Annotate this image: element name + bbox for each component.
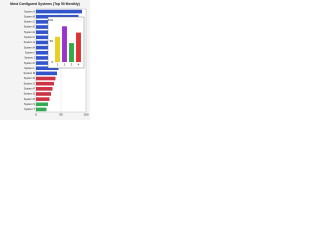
- bar: [36, 81, 54, 86]
- bar: [36, 76, 56, 81]
- y-tick-label: 100: [48, 18, 53, 22]
- x-tick-label: 1: [57, 62, 59, 66]
- y-tick-label: System S: [24, 102, 35, 106]
- y-tick-label: System J: [24, 56, 35, 60]
- x-tick-label: 0: [35, 112, 37, 116]
- y-tick-label: System P: [24, 87, 35, 91]
- y-tick-label: System F: [24, 35, 35, 39]
- bar: [36, 97, 50, 101]
- x-tick-label: 50: [59, 112, 63, 116]
- bar: [55, 36, 60, 62]
- bar: [36, 71, 57, 76]
- y-tick-label: System K: [24, 61, 35, 65]
- x-tick-label: 2: [64, 62, 66, 66]
- bar: [36, 9, 82, 14]
- x-tick-label: 3: [71, 62, 73, 66]
- bar: [36, 66, 59, 71]
- bar: [36, 107, 47, 112]
- y-tick-label: System N: [24, 76, 35, 80]
- y-tick-label: System A: [24, 9, 35, 13]
- chart: Most Configured Systems (Top 50 Monthly)…: [0, 0, 90, 120]
- y-tick-label: System C: [24, 20, 35, 24]
- bar: [36, 102, 48, 107]
- y-tick-label: 50: [50, 39, 54, 43]
- y-tick-label: System Q: [24, 92, 35, 96]
- bar: [36, 14, 79, 19]
- y-tick-label: System M: [23, 71, 35, 75]
- y-tick-label: System R: [24, 97, 35, 101]
- bar: [76, 32, 81, 62]
- y-tick-label: System B: [24, 14, 35, 18]
- y-tick-label: System I: [25, 50, 35, 54]
- y-tick-label: 0: [51, 60, 53, 64]
- x-tick-label: 100: [83, 112, 88, 116]
- y-tick-label: System L: [24, 66, 35, 70]
- y-tick-label: System O: [24, 81, 35, 85]
- y-tick-label: System G: [24, 40, 35, 44]
- bar: [36, 92, 51, 96]
- y-tick-label: System E: [24, 30, 35, 34]
- bar: [69, 43, 74, 62]
- y-tick-label: System T: [24, 107, 35, 111]
- x-tick-label: 4: [78, 62, 80, 66]
- y-tick-label: System D: [24, 25, 35, 29]
- bar: [62, 26, 67, 62]
- y-tick-label: System H: [24, 45, 35, 49]
- chart-title: Most Configured Systems (Top 50 Monthly): [10, 2, 80, 6]
- bar: [36, 87, 53, 91]
